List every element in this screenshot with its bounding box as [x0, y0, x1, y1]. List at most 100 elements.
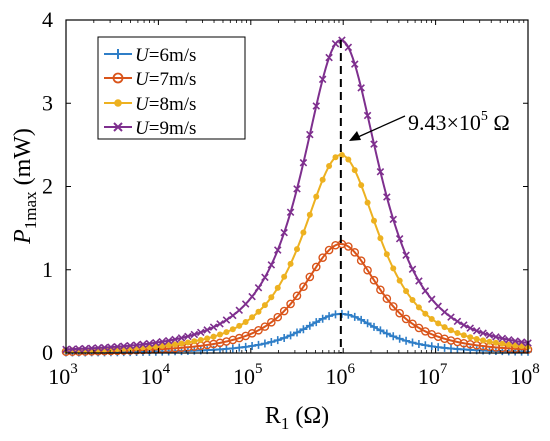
data-point — [403, 288, 410, 295]
data-point — [306, 211, 313, 218]
data-point — [313, 193, 320, 200]
legend-entry-u6: U=6m/s — [104, 45, 196, 66]
data-point — [248, 292, 256, 301]
data-point — [299, 282, 308, 291]
data-point — [383, 251, 390, 258]
data-point — [376, 167, 385, 176]
data-point — [415, 277, 423, 285]
data-point — [299, 158, 308, 167]
data-point — [356, 256, 366, 265]
x-tick-label: 107 — [418, 361, 448, 389]
data-point — [390, 265, 397, 272]
data-point — [204, 335, 211, 342]
peak-annotation: 9.43×105 Ω — [349, 109, 510, 141]
data-point — [402, 336, 411, 345]
data-point — [248, 341, 257, 350]
data-point — [466, 324, 475, 332]
data-point — [414, 340, 423, 349]
x-tick-exp: 8 — [532, 361, 540, 377]
data-point — [274, 284, 281, 291]
data-point — [94, 344, 102, 352]
data-point — [279, 306, 289, 316]
data-point — [473, 335, 480, 342]
data-point — [344, 310, 353, 319]
data-point — [311, 262, 321, 272]
data-point — [229, 311, 237, 320]
data-point — [395, 234, 404, 243]
data-point — [448, 327, 454, 334]
data-point — [294, 246, 300, 253]
data-point — [172, 341, 179, 348]
data-point — [350, 248, 360, 257]
data-point — [447, 313, 455, 321]
data-point — [357, 315, 366, 324]
data-point — [318, 75, 327, 84]
x-tick-exp: 7 — [440, 361, 448, 377]
data-point — [441, 324, 448, 331]
data-point — [305, 321, 314, 330]
data-point — [377, 235, 384, 242]
data-point — [504, 336, 513, 344]
data-point — [363, 265, 372, 275]
data-point — [305, 272, 315, 282]
data-point — [273, 246, 282, 254]
data-point — [184, 339, 191, 346]
data-point — [383, 193, 391, 201]
x-tick-exp: 5 — [255, 361, 262, 377]
data-point — [306, 130, 314, 139]
data-point — [415, 304, 422, 311]
data-point — [480, 337, 487, 344]
data-point — [338, 151, 345, 158]
data-point — [517, 338, 526, 346]
data-point — [344, 242, 353, 251]
data-point — [363, 111, 372, 120]
data-point — [280, 228, 288, 237]
x-marker-icon — [113, 122, 123, 132]
data-point — [184, 332, 192, 341]
data-point — [164, 336, 173, 345]
data-point — [300, 229, 307, 236]
data-point — [345, 156, 352, 163]
data-point — [177, 334, 186, 342]
circle-marker-icon — [112, 72, 124, 84]
data-point — [479, 329, 487, 337]
data-point — [81, 344, 90, 353]
annotation-label: 9.43×105 Ω — [408, 109, 510, 135]
data-point — [453, 317, 462, 326]
data-point — [216, 320, 224, 328]
data-point — [260, 339, 269, 348]
data-point — [280, 333, 289, 342]
data-point — [492, 333, 500, 341]
data-point — [324, 245, 334, 255]
data-point — [402, 251, 410, 260]
x-tick-exp: 6 — [347, 361, 355, 377]
data-point — [511, 337, 519, 345]
data-point — [178, 340, 185, 347]
y-tick-label: 2 — [42, 174, 53, 199]
data-point — [236, 322, 243, 329]
data-point — [255, 308, 262, 315]
plus-marker-icon — [113, 49, 123, 59]
data-point — [382, 294, 392, 303]
data-point — [152, 338, 160, 347]
data-point — [210, 333, 217, 340]
data-point — [388, 302, 398, 311]
y-tick-label: 3 — [42, 90, 53, 115]
data-point — [235, 306, 244, 315]
data-point — [371, 217, 377, 224]
data-point — [357, 84, 365, 92]
data-point — [197, 336, 204, 343]
data-point — [326, 162, 333, 169]
data-point — [382, 329, 391, 338]
x-tick-label: 108 — [510, 361, 540, 389]
x-tick-base: 10 — [510, 364, 532, 389]
data-point — [286, 331, 295, 340]
data-point — [222, 316, 231, 324]
data-point — [427, 342, 436, 351]
data-point — [217, 331, 223, 338]
data-point — [209, 323, 218, 331]
data-point — [254, 340, 263, 349]
data-point — [318, 253, 327, 262]
data-point — [203, 326, 211, 334]
data-point — [100, 343, 109, 352]
